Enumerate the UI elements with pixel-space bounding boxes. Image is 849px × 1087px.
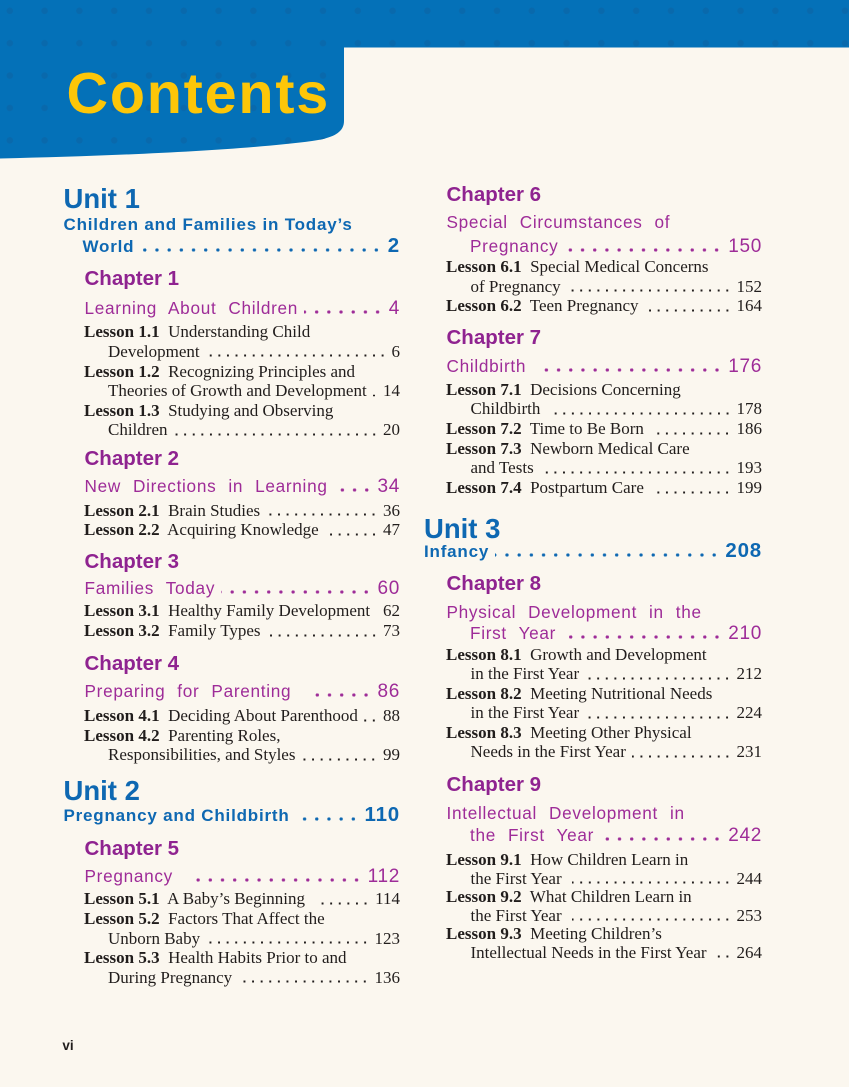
- svg-text:Contents: Contents: [67, 62, 331, 126]
